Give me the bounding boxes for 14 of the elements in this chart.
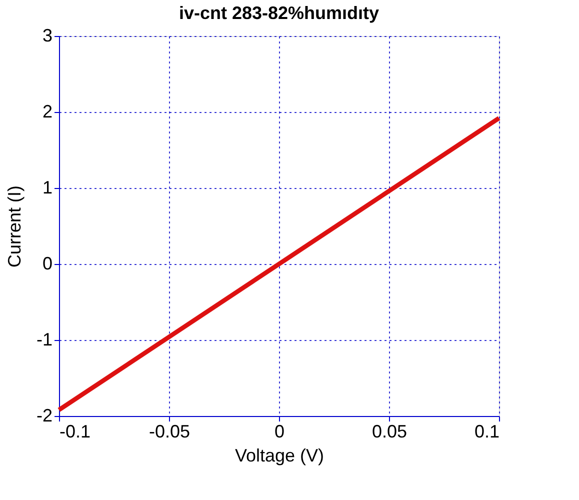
y-tick-label: 0: [42, 254, 52, 274]
y-tick-label: -1: [36, 330, 52, 350]
x-tick-label: 0.1: [474, 422, 500, 442]
x-tick-label: 0: [274, 422, 285, 442]
chart-title: iv-cnt 283-82%humıdıty: [178, 3, 380, 23]
y-tick-label: 1: [42, 178, 52, 198]
x-tick-label: -0.1: [60, 422, 91, 442]
y-tick-label: 3: [42, 26, 52, 46]
y-axis-title: Current (I): [4, 185, 24, 268]
y-tick-label: 2: [42, 102, 52, 122]
x-tick-label: -0.05: [148, 422, 190, 442]
x-tick-label: 0.05: [372, 422, 408, 442]
x-axis-title: Voltage (V): [234, 446, 324, 466]
y-tick-label: -2: [36, 406, 52, 426]
